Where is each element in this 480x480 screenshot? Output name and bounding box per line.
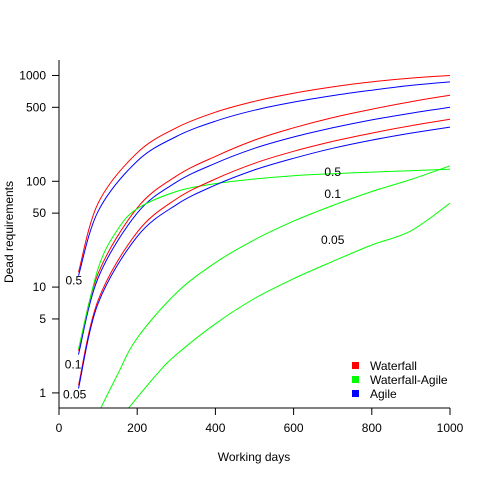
y-tick-label: 1000 [19, 68, 46, 82]
series-line-2 [78, 81, 451, 276]
x-axis-label: Working days [218, 450, 290, 464]
axes [58, 60, 450, 409]
series-line-7 [78, 126, 451, 389]
curve-annotation: 0.5 [66, 274, 83, 288]
y-tick-label: 100 [26, 174, 46, 188]
x-ticks: 0 200 400 600 800 1000 [56, 408, 464, 435]
series-line-3 [78, 94, 451, 351]
x-tick-label: 400 [205, 421, 225, 435]
series-line-1 [78, 75, 451, 273]
legend-label: Waterfall [370, 359, 417, 373]
series-line-6 [78, 118, 451, 386]
y-tick-label: 10 [33, 280, 47, 294]
curve-annotation: 0.1 [65, 358, 82, 372]
x-tick-label: 200 [127, 421, 147, 435]
legend-swatch [352, 390, 359, 397]
curve-annotation: 0.05 [63, 387, 87, 401]
y-ticks: 1 5 10 50 100 500 1000 [19, 68, 59, 400]
series-line-5 [78, 168, 451, 350]
series-line-8 [100, 165, 451, 409]
y-axis-label: Dead requirements [2, 181, 16, 283]
annotations: 0.5 0.1 0.05 0.5 0.1 0.05 [63, 165, 345, 401]
x-tick-label: 800 [362, 421, 382, 435]
x-tick-label: 600 [284, 421, 304, 435]
curve-annotation: 0.05 [321, 233, 345, 247]
y-tick-label: 500 [26, 100, 46, 114]
y-tick-label: 5 [39, 312, 46, 326]
curve-annotation: 0.5 [324, 165, 341, 179]
x-tick-label: 0 [56, 421, 63, 435]
series-line-9 [128, 202, 451, 409]
y-tick-label: 50 [33, 206, 47, 220]
legend-label: Agile [370, 387, 397, 401]
plot-lines [78, 75, 451, 409]
y-tick-label: 1 [39, 386, 46, 400]
legend-label: Waterfall-Agile [370, 373, 448, 387]
x-tick-label: 1000 [437, 421, 464, 435]
legend-swatch [352, 362, 359, 369]
series-line-4 [78, 106, 451, 355]
legend-swatch [352, 376, 359, 383]
curve-annotation: 0.1 [324, 187, 341, 201]
